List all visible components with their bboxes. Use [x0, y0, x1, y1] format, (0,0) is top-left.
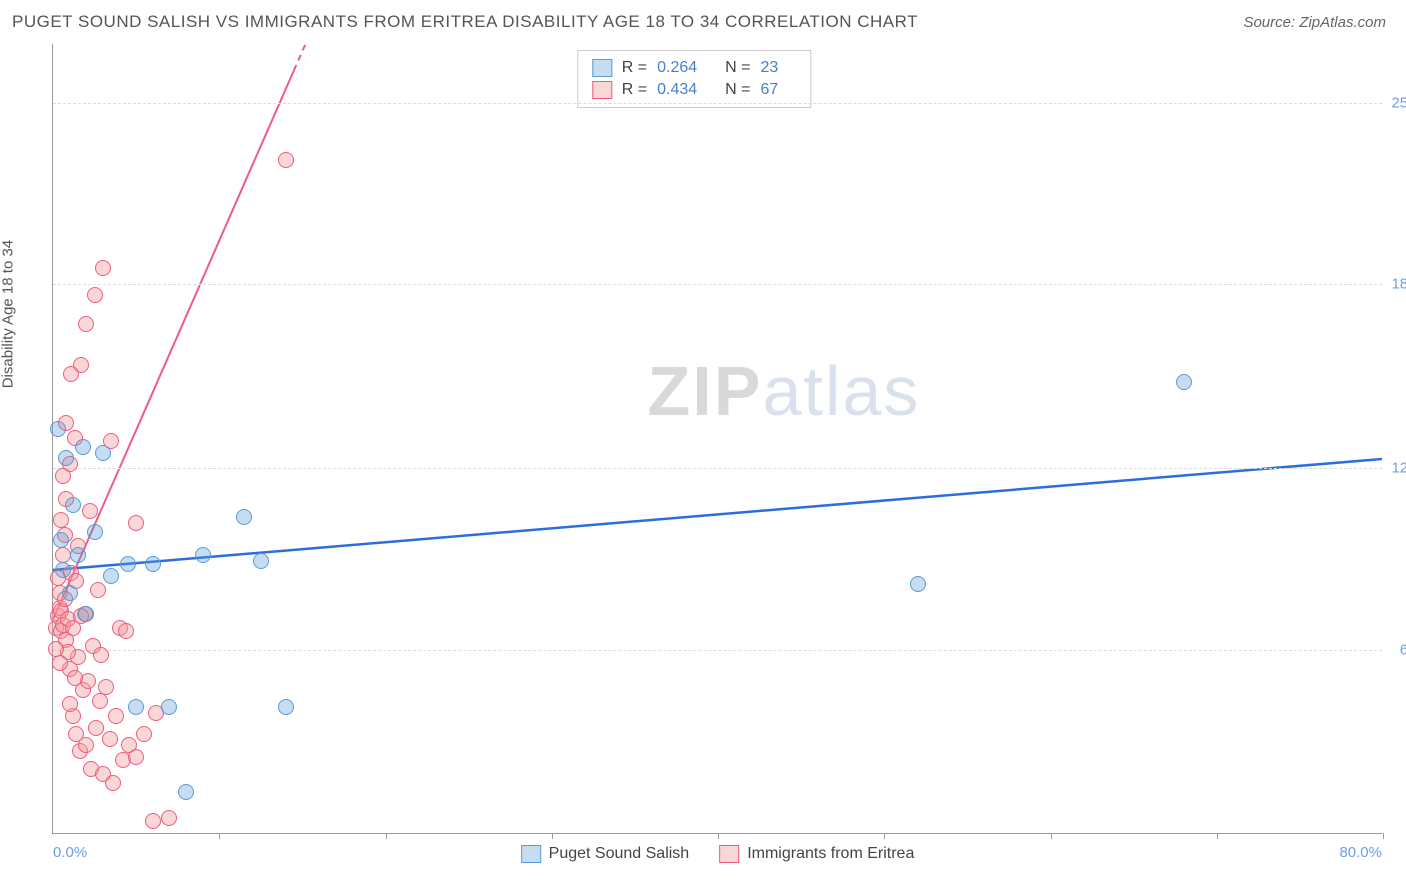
gridline-h [53, 468, 1382, 469]
data-point [278, 152, 294, 168]
legend-stats-row: R = 0.264 N = 23 [592, 57, 797, 79]
x-tick [1383, 833, 1384, 839]
data-point [145, 813, 161, 829]
data-point [910, 576, 926, 592]
data-point [136, 726, 152, 742]
x-tick [1217, 833, 1218, 839]
data-point [128, 749, 144, 765]
y-tick-label: 12.5% [1391, 460, 1406, 477]
gridline-h [53, 284, 1382, 285]
r-label: R = [622, 59, 647, 77]
data-point [120, 556, 136, 572]
data-point [1176, 374, 1192, 390]
legend-series: Puget Sound Salish Immigrants from Eritre… [521, 845, 915, 863]
data-point [70, 547, 86, 563]
legend-series-item: Immigrants from Eritrea [719, 845, 914, 863]
x-tick [219, 833, 220, 839]
data-point [278, 699, 294, 715]
data-point [52, 655, 68, 671]
plot-area: ZIPatlas R = 0.264 N = 23 R = 0.434 N = … [52, 44, 1382, 834]
data-point [253, 553, 269, 569]
n-value: 23 [761, 59, 779, 77]
data-point [178, 784, 194, 800]
data-point [195, 547, 211, 563]
data-point [108, 708, 124, 724]
x-tick [386, 833, 387, 839]
data-point [62, 696, 78, 712]
data-point [75, 439, 91, 455]
r-value: 0.264 [657, 59, 697, 77]
legend-swatch [719, 845, 739, 863]
data-point [63, 366, 79, 382]
chart-title: PUGET SOUND SALISH VS IMMIGRANTS FROM ER… [12, 12, 918, 32]
data-point [145, 556, 161, 572]
data-point [48, 641, 64, 657]
x-tick [552, 833, 553, 839]
data-point [93, 647, 109, 663]
data-point [78, 737, 94, 753]
x-tick [718, 833, 719, 839]
source-label: Source: ZipAtlas.com [1243, 14, 1386, 31]
data-point [53, 532, 69, 548]
data-point [102, 731, 118, 747]
x-axis-end-label: 80.0% [1339, 844, 1382, 861]
data-point [90, 582, 106, 598]
data-point [53, 512, 69, 528]
n-value: 67 [761, 81, 779, 99]
data-point [62, 585, 78, 601]
legend-swatch [521, 845, 541, 863]
data-point [82, 503, 98, 519]
data-point [105, 775, 121, 791]
legend-series-item: Puget Sound Salish [521, 845, 690, 863]
y-axis-label: Disability Age 18 to 34 [0, 240, 17, 388]
y-tick-label: 6.3% [1400, 641, 1406, 658]
data-point [55, 562, 71, 578]
data-point [128, 515, 144, 531]
data-point [95, 260, 111, 276]
data-point [87, 524, 103, 540]
x-tick [1051, 833, 1052, 839]
legend-series-label: Immigrants from Eritrea [747, 845, 914, 863]
data-point [161, 699, 177, 715]
data-point [128, 699, 144, 715]
regression-lines [53, 44, 1382, 833]
legend-stats: R = 0.264 N = 23 R = 0.434 N = 67 [577, 50, 812, 108]
data-point [58, 450, 74, 466]
legend-stats-row: R = 0.434 N = 67 [592, 79, 797, 101]
legend-swatch [592, 81, 612, 99]
watermark-bold: ZIP [648, 352, 763, 430]
y-tick-label: 18.8% [1391, 275, 1406, 292]
data-point [50, 421, 66, 437]
data-point [103, 568, 119, 584]
data-point [98, 679, 114, 695]
data-point [118, 623, 134, 639]
data-point [55, 547, 71, 563]
n-label: N = [725, 59, 750, 77]
r-value: 0.434 [657, 81, 697, 99]
legend-swatch [592, 59, 612, 77]
data-point [78, 316, 94, 332]
r-label: R = [622, 81, 647, 99]
chart-container: Disability Age 18 to 34 ZIPatlas R = 0.2… [12, 44, 1394, 864]
gridline-h [53, 650, 1382, 651]
data-point [87, 287, 103, 303]
n-label: N = [725, 81, 750, 99]
data-point [161, 810, 177, 826]
x-axis-start-label: 0.0% [53, 844, 87, 861]
watermark: ZIPatlas [648, 351, 921, 431]
watermark-light: atlas [762, 352, 920, 430]
data-point [88, 720, 104, 736]
x-tick [884, 833, 885, 839]
legend-series-label: Puget Sound Salish [549, 845, 690, 863]
data-point [78, 606, 94, 622]
y-tick-label: 25.0% [1391, 94, 1406, 111]
data-point [67, 670, 83, 686]
data-point [236, 509, 252, 525]
gridline-h [53, 103, 1382, 104]
data-point [65, 497, 81, 513]
data-point [55, 468, 71, 484]
data-point [95, 445, 111, 461]
data-point [92, 693, 108, 709]
